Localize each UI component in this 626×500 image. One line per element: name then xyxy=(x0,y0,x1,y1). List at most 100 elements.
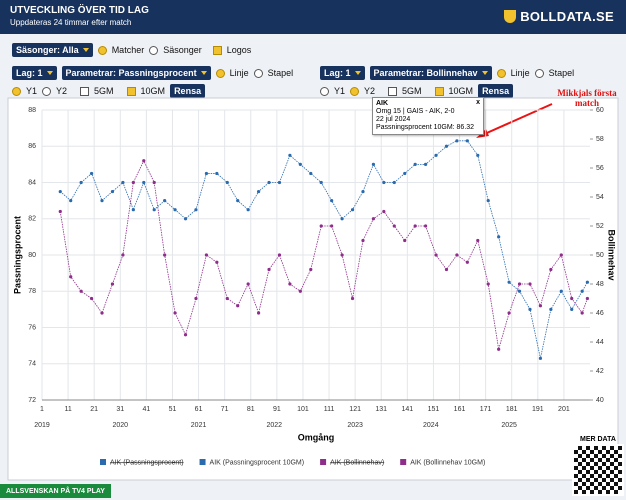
legend-label: AIK (Passningsprocent 10GM) xyxy=(210,459,305,466)
legend-item[interactable]: AIK (Bollinnehav) xyxy=(320,459,384,466)
x-axis-title: Omgång xyxy=(298,432,335,442)
data-point xyxy=(89,171,94,176)
data-point xyxy=(194,296,198,301)
y2-tick-label: 58 xyxy=(596,136,604,143)
checkbox-10gm[interactable]: 10GM xyxy=(448,86,474,96)
checkbox-5gm[interactable]: 5GM xyxy=(402,86,422,96)
season-select[interactable]: Säsonger: Alla xyxy=(12,43,93,57)
legend-label: AIK (Bollinnehav) xyxy=(330,459,384,466)
x-tick-label: 31 xyxy=(116,406,124,413)
data-point xyxy=(585,280,589,284)
radio-bar[interactable]: Stapel xyxy=(267,68,294,78)
annotation-arrow xyxy=(479,103,553,137)
more-data: MER DATA xyxy=(580,436,616,443)
data-point xyxy=(225,296,229,301)
data-point xyxy=(559,253,563,257)
radio-y2[interactable]: Y2 xyxy=(364,86,376,96)
control-row: Säsonger: Alla Matcher Säsonger Logos xyxy=(12,43,251,57)
clear-button[interactable]: Rensa xyxy=(478,84,514,98)
data-point xyxy=(507,311,511,315)
data-point xyxy=(204,171,208,176)
data-point xyxy=(163,253,167,257)
data-point xyxy=(340,253,344,257)
checkbox-10gm[interactable]: 10GM xyxy=(140,86,166,96)
x-tick-label: 161 xyxy=(454,406,466,413)
x-tick-label: 131 xyxy=(375,406,387,413)
tooltip-close[interactable]: x xyxy=(476,99,480,106)
qr-code[interactable] xyxy=(572,444,624,496)
data-point xyxy=(444,144,449,148)
data-point xyxy=(309,267,313,272)
legend-item[interactable]: AIK (Passningsprocent) xyxy=(100,459,184,466)
data-point xyxy=(444,267,449,272)
x-tick-label: 101 xyxy=(297,406,309,413)
tooltip: AIK x Omg 15 | GAIS - AIK, 2-0 22 jul 20… xyxy=(372,97,484,135)
tv4-banner[interactable]: ALLSVENSKAN PÅ TV4 PLAY xyxy=(0,484,111,498)
data-point xyxy=(309,171,313,176)
radio-line[interactable]: Linje xyxy=(229,68,249,78)
data-point xyxy=(570,296,574,301)
subtitle: Uppdateras 24 timmar efter match xyxy=(10,18,132,27)
radio-matches[interactable]: Matcher xyxy=(111,45,145,55)
data-point xyxy=(528,282,532,286)
data-point xyxy=(267,267,271,272)
year-label: 2024 xyxy=(423,422,439,429)
checkbox-5gm[interactable]: 5GM xyxy=(94,86,114,96)
y-tick-label: 74 xyxy=(28,361,36,368)
chart-frame xyxy=(7,97,619,481)
tooltip-value: Passningsprocent 10GM: 86.32 xyxy=(376,124,475,131)
legend-item[interactable]: AIK (Bollinnehav 10GM) xyxy=(400,459,485,466)
y-axis-title: Passningsprocent xyxy=(12,216,22,294)
data-point xyxy=(100,199,104,203)
x-tick-label: 181 xyxy=(506,406,518,413)
legend-swatch xyxy=(400,459,407,465)
header: UTVECKLING ÖVER TID LAG Uppdateras 24 ti… xyxy=(0,0,626,34)
data-point xyxy=(361,238,365,243)
radio-line[interactable]: Linje xyxy=(510,68,530,78)
data-point xyxy=(58,209,62,214)
x-tick-label: 111 xyxy=(324,406,335,413)
control-row: Lag: 1 Parametrar: Passningsprocent Linj… xyxy=(12,66,293,80)
data-point xyxy=(424,162,428,166)
data-point xyxy=(225,180,229,185)
legend-item[interactable]: AIK (Passningsprocent 10GM) xyxy=(199,459,305,466)
x-tick-label: 41 xyxy=(142,406,150,413)
checkbox-logos[interactable]: Logos xyxy=(226,45,252,55)
data-point xyxy=(549,307,553,311)
param-select[interactable]: Parametrar: Bollinnehav xyxy=(369,66,492,80)
data-point xyxy=(319,224,323,228)
y-tick-label: 84 xyxy=(28,179,36,186)
team-select[interactable]: Lag: 1 xyxy=(12,66,57,80)
data-point xyxy=(288,153,292,157)
annotation: Mikkjals första match xyxy=(557,88,617,108)
radio-bar[interactable]: Stapel xyxy=(548,68,575,78)
data-point xyxy=(236,199,240,203)
clear-button[interactable]: Rensa xyxy=(170,84,206,98)
data-point xyxy=(517,282,522,286)
radio-y2[interactable]: Y2 xyxy=(56,86,68,96)
team-select[interactable]: Lag: 1 xyxy=(320,66,365,80)
data-point xyxy=(476,153,480,157)
radio-y1[interactable]: Y1 xyxy=(334,86,346,96)
param-select[interactable]: Parametrar: Passningsprocent xyxy=(61,66,211,80)
series-line xyxy=(59,159,588,350)
data-point xyxy=(350,296,355,301)
data-point xyxy=(89,296,94,301)
radio-seasons[interactable]: Säsonger xyxy=(163,45,202,55)
data-point xyxy=(256,189,261,194)
data-point xyxy=(585,296,589,301)
data-point xyxy=(455,253,459,257)
x-tick-label: 121 xyxy=(349,406,361,413)
y-tick-label: 76 xyxy=(28,324,36,331)
logo[interactable]: BOLLDATA.SE xyxy=(504,9,614,24)
data-point xyxy=(142,180,146,185)
radio-y1[interactable]: Y1 xyxy=(26,86,38,96)
data-point xyxy=(424,224,428,228)
team-label: Lag: 1 xyxy=(16,68,43,78)
x-tick-label: 1 xyxy=(40,406,44,413)
data-point xyxy=(434,153,438,157)
data-point xyxy=(79,289,83,293)
x-tick-label: 191 xyxy=(532,406,544,413)
data-point xyxy=(403,238,407,243)
